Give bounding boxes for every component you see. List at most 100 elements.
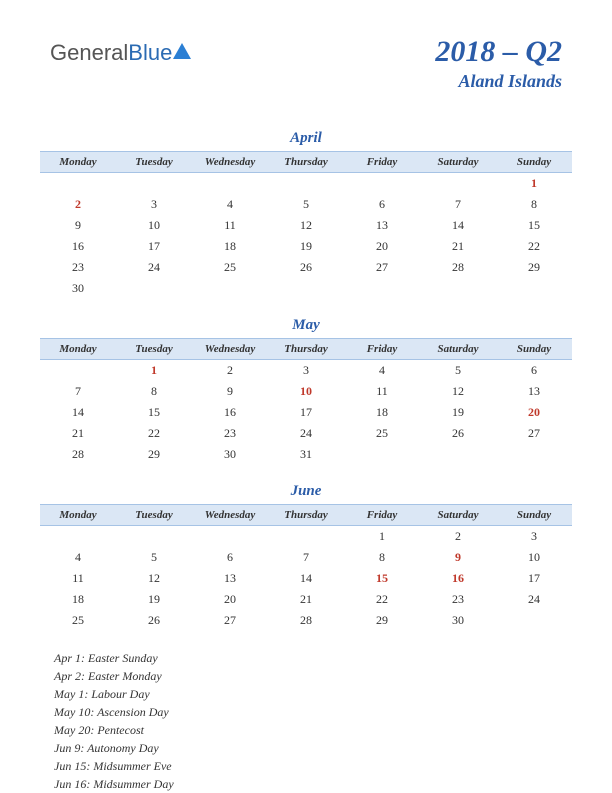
calendar-cell: 27 bbox=[344, 257, 420, 278]
calendar-cell: 12 bbox=[116, 568, 192, 589]
calendar-cell: 14 bbox=[268, 568, 344, 589]
calendar-cell: 19 bbox=[420, 402, 496, 423]
calendar-cell: 16 bbox=[40, 236, 116, 257]
calendar-cell: 1 bbox=[116, 360, 192, 382]
day-header: Sunday bbox=[496, 339, 572, 360]
calendar-cell: 29 bbox=[344, 610, 420, 631]
calendar-row: 1 bbox=[40, 173, 572, 195]
calendar-cell: 25 bbox=[344, 423, 420, 444]
calendar-cell: 5 bbox=[268, 194, 344, 215]
holiday-entry: Apr 2: Easter Monday bbox=[54, 667, 572, 685]
day-header: Sunday bbox=[496, 505, 572, 526]
holiday-entry: Jun 16: Midsummer Day bbox=[54, 775, 572, 793]
calendar-cell: 24 bbox=[496, 589, 572, 610]
calendar-cell: 4 bbox=[192, 194, 268, 215]
calendar-cell: 28 bbox=[420, 257, 496, 278]
calendar-cell: 15 bbox=[496, 215, 572, 236]
holiday-entry: May 1: Labour Day bbox=[54, 685, 572, 703]
calendar-cell: 2 bbox=[420, 526, 496, 548]
calendar-cell: 29 bbox=[116, 444, 192, 465]
calendar-cell: 5 bbox=[420, 360, 496, 382]
calendar-cell bbox=[420, 278, 496, 299]
day-header: Wednesday bbox=[192, 505, 268, 526]
calendar-cell: 16 bbox=[192, 402, 268, 423]
month-block: JuneMondayTuesdayWednesdayThursdayFriday… bbox=[40, 483, 572, 631]
calendar-cell: 12 bbox=[268, 215, 344, 236]
calendar-cell: 13 bbox=[344, 215, 420, 236]
calendar-row: 252627282930 bbox=[40, 610, 572, 631]
calendar-row: 2345678 bbox=[40, 194, 572, 215]
calendar-cell: 13 bbox=[496, 381, 572, 402]
day-header: Saturday bbox=[420, 505, 496, 526]
calendar-cell bbox=[192, 278, 268, 299]
calendar-row: 11121314151617 bbox=[40, 568, 572, 589]
calendar-cell: 25 bbox=[40, 610, 116, 631]
day-header: Thursday bbox=[268, 339, 344, 360]
calendar-cell: 17 bbox=[268, 402, 344, 423]
calendar-cell: 4 bbox=[40, 547, 116, 568]
day-header: Monday bbox=[40, 152, 116, 173]
calendar-cell: 8 bbox=[496, 194, 572, 215]
calendar-cell: 18 bbox=[192, 236, 268, 257]
day-header: Wednesday bbox=[192, 152, 268, 173]
calendar-cell bbox=[496, 444, 572, 465]
calendar-cell bbox=[344, 173, 420, 195]
calendar-cell: 23 bbox=[420, 589, 496, 610]
calendar-cell: 23 bbox=[192, 423, 268, 444]
holiday-entry: Jun 15: Midsummer Eve bbox=[54, 757, 572, 775]
calendar-cell bbox=[344, 278, 420, 299]
logo: GeneralBlue bbox=[50, 40, 191, 66]
holiday-entry: Jun 9: Autonomy Day bbox=[54, 739, 572, 757]
calendar-row: 23242526272829 bbox=[40, 257, 572, 278]
calendar-cell: 29 bbox=[496, 257, 572, 278]
day-header: Sunday bbox=[496, 152, 572, 173]
calendar-cell bbox=[496, 278, 572, 299]
calendar-cell: 18 bbox=[40, 589, 116, 610]
day-header: Friday bbox=[344, 339, 420, 360]
calendar-cell bbox=[40, 526, 116, 548]
holiday-entry: Apr 1: Easter Sunday bbox=[54, 649, 572, 667]
calendar-row: 78910111213 bbox=[40, 381, 572, 402]
calendar-cell: 16 bbox=[420, 568, 496, 589]
holiday-entry: May 10: Ascension Day bbox=[54, 703, 572, 721]
calendar-cell: 10 bbox=[496, 547, 572, 568]
calendar-cell: 6 bbox=[192, 547, 268, 568]
calendar-cell: 22 bbox=[496, 236, 572, 257]
calendar-cell: 8 bbox=[116, 381, 192, 402]
calendar-cell: 23 bbox=[40, 257, 116, 278]
calendar-cell: 27 bbox=[192, 610, 268, 631]
header-right: 2018 – Q2 Aland Islands bbox=[435, 35, 562, 92]
calendar-cell: 30 bbox=[40, 278, 116, 299]
calendar-cell: 7 bbox=[268, 547, 344, 568]
calendars-container: AprilMondayTuesdayWednesdayThursdayFrida… bbox=[40, 130, 572, 631]
calendar-cell bbox=[116, 526, 192, 548]
day-header: Wednesday bbox=[192, 339, 268, 360]
calendar-cell: 19 bbox=[268, 236, 344, 257]
calendar-cell: 20 bbox=[496, 402, 572, 423]
calendar-cell: 22 bbox=[116, 423, 192, 444]
calendar-cell: 5 bbox=[116, 547, 192, 568]
day-header: Tuesday bbox=[116, 152, 192, 173]
calendar-cell: 11 bbox=[344, 381, 420, 402]
calendar-cell bbox=[496, 610, 572, 631]
holidays-list: Apr 1: Easter SundayApr 2: Easter Monday… bbox=[40, 649, 572, 793]
calendar-cell: 14 bbox=[420, 215, 496, 236]
calendar-cell: 12 bbox=[420, 381, 496, 402]
calendar-cell: 20 bbox=[344, 236, 420, 257]
day-header: Tuesday bbox=[116, 339, 192, 360]
calendar-cell: 3 bbox=[496, 526, 572, 548]
calendar-row: 28293031 bbox=[40, 444, 572, 465]
calendar-row: 14151617181920 bbox=[40, 402, 572, 423]
calendar-cell: 21 bbox=[268, 589, 344, 610]
calendar-cell: 30 bbox=[192, 444, 268, 465]
day-header: Saturday bbox=[420, 152, 496, 173]
calendar-cell: 17 bbox=[116, 236, 192, 257]
calendar-cell: 15 bbox=[116, 402, 192, 423]
calendar-cell: 18 bbox=[344, 402, 420, 423]
calendar-cell bbox=[116, 173, 192, 195]
day-header: Monday bbox=[40, 339, 116, 360]
calendar-table: MondayTuesdayWednesdayThursdayFridaySatu… bbox=[40, 151, 572, 299]
day-header: Tuesday bbox=[116, 505, 192, 526]
calendar-cell: 1 bbox=[496, 173, 572, 195]
calendar-cell bbox=[268, 526, 344, 548]
